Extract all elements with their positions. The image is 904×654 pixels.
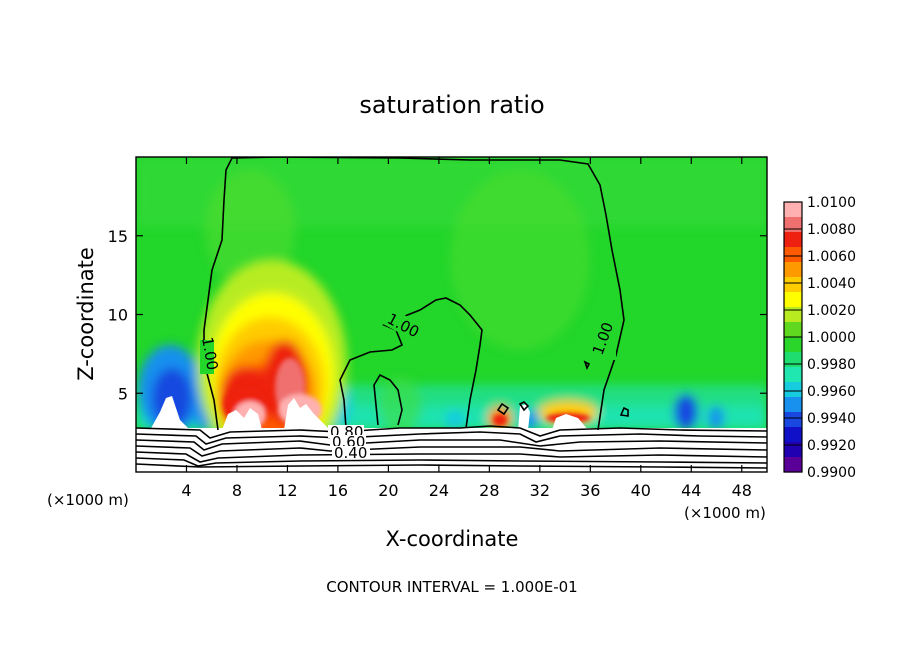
colorbar-label: 0.9940 [807,411,856,427]
contour-label: 1.00 [198,336,222,372]
x-tick-label: 48 [732,481,752,500]
colorbar-swatch [784,292,802,308]
colorbar-swatch [784,457,802,473]
colorbar-swatch [784,232,802,248]
colorbar-swatch [784,277,802,293]
colorbar-label: 0.9980 [807,357,856,373]
colorbar-swatch [784,202,802,218]
colorbar-label: 1.0060 [807,249,856,265]
colorbar-swatch [784,442,802,458]
x-tick-label: 24 [429,481,449,500]
x-tick-label: 4 [181,481,191,500]
x-axis-label: X-coordinate [386,527,519,551]
colorbar-swatch [784,217,802,233]
colorbar: 1.0100 1.0080 1.0060 1.0040 1.0020 1.0000 0.99… [783,195,856,481]
colorbar-swatch [784,322,802,338]
x-unit-right: (×1000 m) [684,504,766,522]
x-tick-label: 40 [631,481,651,500]
colorbar-label: 1.0020 [807,303,856,319]
colorbar-swatch [784,382,802,398]
colorbar-label: 1.0080 [807,222,856,238]
y-axis-label: Z-coordinate [74,247,98,381]
colorbar-swatch [784,367,802,383]
x-axis: 4 8 12 16 20 24 28 32 36 40 44 48 [181,157,752,500]
x-tick-label: 44 [681,481,701,500]
plot-area: 1.00 1.00 1.00 0.80 0.60 0.40 [136,157,767,472]
colorbar-swatch [784,397,802,413]
x-tick-label: 32 [530,481,550,500]
colorbar-label: 1.0100 [807,195,856,211]
colorbar-label: 0.9920 [807,438,856,454]
y-axis: 5 10 15 [108,227,767,403]
colorbar-label: 1.0040 [807,276,856,292]
x-tick-label: 36 [580,481,600,500]
colorbar-label: 1.0000 [807,330,856,346]
y-tick-label: 15 [108,227,128,246]
colorbar-swatch [784,262,802,278]
contour-1.00-mid [339,297,483,429]
x-tick-label: 28 [479,481,499,500]
colorbar-swatch [784,427,802,443]
x-tick-label: 8 [232,481,242,500]
x-tick-label: 20 [378,481,398,500]
x-tick-label: 16 [328,481,348,500]
y-tick-label: 10 [108,306,128,325]
x-tick-label: 12 [277,481,297,500]
colorbar-swatch [784,307,802,323]
contour-1.00-left [203,157,625,431]
colorbar-swatch [784,412,802,428]
colorbar-label: 0.9960 [807,384,856,400]
y-tick-label: 5 [118,384,128,403]
contour-1.00-inner [373,373,403,426]
contour-label: 0.40 [334,444,367,462]
colorbar-label: 0.9900 [807,465,856,481]
contour-labels: 1.00 1.00 1.00 0.80 0.60 0.40 [198,306,617,462]
colorbar-swatch [784,352,802,368]
x-unit-left: (×1000 m) [47,491,129,509]
colorbar-swatch [784,337,802,353]
colorbar-swatch [784,247,802,263]
contour-interval-note: CONTOUR INTERVAL = 1.000E-01 [326,578,577,596]
chart-title: saturation ratio [359,91,544,119]
